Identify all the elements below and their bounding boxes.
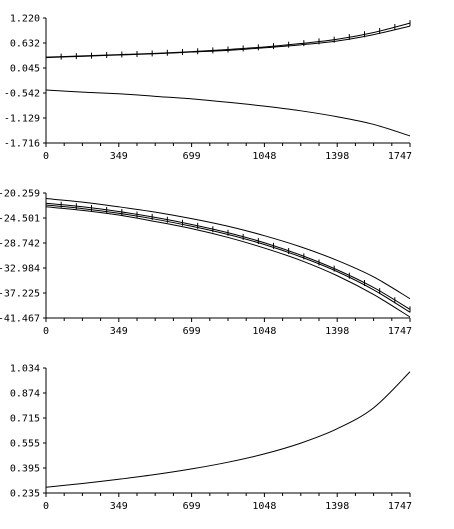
x-tick-label: 1747 [388, 326, 412, 337]
x-tick-label: 1048 [252, 501, 276, 512]
x-tick-label: 1398 [325, 501, 349, 512]
series-line-4 [45, 206, 411, 318]
x-tick-label: 0 [43, 326, 49, 337]
y-tick-label: 0.395 [10, 464, 40, 475]
y-tick-label: 0.874 [10, 389, 40, 400]
y-tick-label: -0.542 [4, 89, 40, 100]
y-tick-label: -37.225 [0, 289, 40, 300]
series-line-3 [45, 89, 411, 137]
y-tick-label: -28.742 [0, 239, 40, 250]
y-tick-label: 0.235 [10, 489, 40, 500]
x-tick-label: 349 [110, 501, 128, 512]
series-line-1 [45, 371, 411, 488]
chart-panel-middle: -20.259 -24.501 -28.742 -32.984 -37.225 -41.4… [0, 189, 412, 338]
y-tick-label: 0.555 [10, 439, 40, 450]
x-tick-label: 699 [183, 151, 201, 162]
x-tick-label: 1398 [325, 151, 349, 162]
y-tick-label: -32.984 [0, 264, 40, 275]
x-tick-label: 0 [43, 501, 49, 512]
y-tick-label: -41.467 [0, 314, 40, 325]
y-tick-label: 1.220 [10, 14, 40, 25]
x-tick-label: 0 [43, 151, 49, 162]
x-tick-label: 349 [110, 326, 128, 337]
y-tick-label: 0.715 [10, 414, 40, 425]
x-tick-label: 1048 [252, 326, 276, 337]
y-tick-label: 1.034 [10, 364, 40, 375]
x-tick-label: 349 [110, 151, 128, 162]
x-tick-label: 1747 [388, 501, 412, 512]
y-tick-label: -1.129 [4, 114, 40, 125]
x-tick-label: 699 [183, 326, 201, 337]
y-tick-label: -24.501 [0, 214, 40, 225]
series-line-2 [45, 25, 411, 59]
x-tick-label: 699 [183, 501, 201, 512]
series-line-2 [45, 202, 411, 310]
x-tick-label: 1398 [325, 326, 349, 337]
series-line-1 [45, 198, 411, 300]
x-tick-label: 1747 [388, 151, 412, 162]
x-tick-label: 1048 [252, 151, 276, 162]
y-tick-label: 0.045 [10, 64, 40, 75]
series-line-3 [45, 204, 411, 313]
y-tick-label: -1.716 [4, 139, 40, 150]
y-tick-label: -20.259 [0, 189, 40, 200]
y-tick-label: 0.632 [10, 39, 40, 50]
